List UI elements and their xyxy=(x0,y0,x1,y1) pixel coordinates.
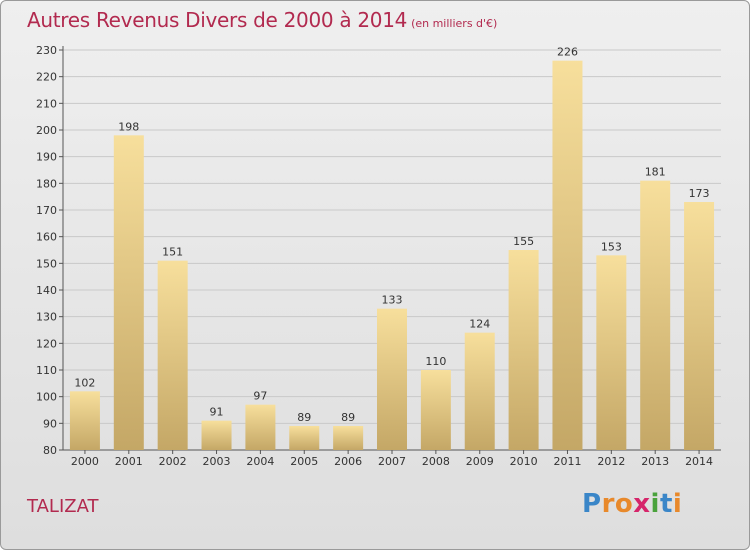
y-tick-label: 190 xyxy=(36,151,57,164)
x-tick-label: 2013 xyxy=(641,455,669,468)
bar-value-label: 155 xyxy=(513,235,534,248)
bar-value-label: 124 xyxy=(469,318,490,331)
x-tick-label: 2010 xyxy=(510,455,538,468)
x-tick-label: 2014 xyxy=(685,455,713,468)
y-tick-label: 150 xyxy=(36,257,57,270)
logo-letter: i xyxy=(650,489,660,519)
y-tick-label: 200 xyxy=(36,124,57,137)
x-tick-label: 2011 xyxy=(553,455,581,468)
x-tick-label: 2005 xyxy=(290,455,318,468)
x-tick-label: 2008 xyxy=(422,455,450,468)
x-tick-label: 2007 xyxy=(378,455,406,468)
y-tick-label: 140 xyxy=(36,284,57,297)
title-text: Autres Revenus Divers de 2000 à 2014 xyxy=(27,8,408,32)
logo-letter: x xyxy=(633,489,651,519)
bar xyxy=(201,420,232,450)
bar-value-label: 153 xyxy=(601,240,622,253)
bar-value-label: 97 xyxy=(253,390,267,403)
y-tick-label: 120 xyxy=(36,337,57,350)
bar-value-label: 110 xyxy=(425,355,446,368)
bar xyxy=(113,135,144,451)
x-tick-label: 2012 xyxy=(597,455,625,468)
bar-value-label: 91 xyxy=(210,406,224,419)
bar xyxy=(377,308,407,450)
bar-value-label: 198 xyxy=(118,120,139,133)
x-tick-label: 2000 xyxy=(71,455,99,468)
y-tick-label: 230 xyxy=(36,44,57,57)
bar xyxy=(69,391,100,450)
bar xyxy=(640,180,671,450)
y-tick-label: 220 xyxy=(36,71,57,84)
bar-value-label: 181 xyxy=(645,166,666,179)
bar-value-label: 151 xyxy=(162,246,183,259)
bar xyxy=(157,260,188,450)
y-tick-label: 80 xyxy=(43,444,57,457)
bar-value-label: 102 xyxy=(74,376,95,389)
x-tick-label: 2009 xyxy=(466,455,494,468)
logo-letter: o xyxy=(614,489,634,519)
bar xyxy=(245,404,276,450)
y-tick-label: 180 xyxy=(36,177,57,190)
x-tick-label: 2004 xyxy=(246,455,274,468)
town-name: TALIZAT xyxy=(27,496,99,517)
y-tick-label: 160 xyxy=(36,231,57,244)
x-tick-label: 2003 xyxy=(203,455,231,468)
x-tick-label: 2006 xyxy=(334,455,362,468)
bar xyxy=(420,370,451,450)
chart-title: Autres Revenus Divers de 2000 à 2014 (en … xyxy=(27,8,497,32)
bar-value-label: 89 xyxy=(297,411,311,424)
logo-letter: r xyxy=(601,489,615,519)
logo-letter: i xyxy=(672,489,683,519)
bar xyxy=(289,426,320,450)
y-tick-label: 100 xyxy=(36,391,57,404)
logo-letter: t xyxy=(659,489,673,519)
y-tick-label: 210 xyxy=(36,97,57,110)
bar xyxy=(596,255,627,450)
proxiti-logo: Proxiti xyxy=(582,489,682,519)
bar xyxy=(464,332,495,450)
bar-value-label: 226 xyxy=(557,46,578,59)
bar xyxy=(552,60,583,451)
x-tick-label: 2001 xyxy=(115,455,143,468)
bar-value-label: 133 xyxy=(382,294,403,307)
y-tick-label: 90 xyxy=(43,417,57,430)
chart-subtitle: (en milliers d'€) xyxy=(411,17,498,30)
bar-value-label: 173 xyxy=(689,187,710,200)
bar xyxy=(684,202,715,450)
bar-value-label: 89 xyxy=(341,411,355,424)
bar xyxy=(333,426,364,450)
y-tick-label: 130 xyxy=(36,311,57,324)
logo-letter: P xyxy=(582,489,602,519)
x-tick-label: 2002 xyxy=(159,455,187,468)
bar xyxy=(508,250,539,450)
y-tick-label: 110 xyxy=(36,364,57,377)
y-tick-label: 170 xyxy=(36,204,57,217)
